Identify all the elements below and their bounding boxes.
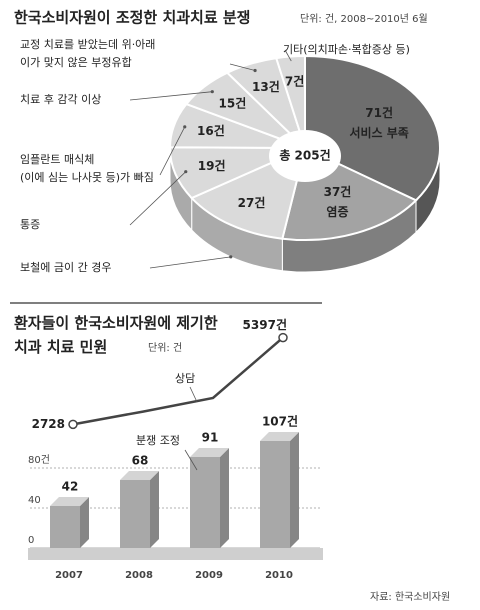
bar-label: 107건 [262,414,298,429]
slice-name: 치료 후 감각 이상 [20,93,101,106]
slice-name: 보철에 금이 간 경우 [20,261,111,274]
x-tick-label: 2010 [265,570,293,581]
slice-value: 13건 [252,79,280,94]
bar-top [120,471,159,480]
y-tick-label: 40 [28,495,41,506]
slice-value: 7건 [285,74,304,89]
x-tick-label: 2007 [55,570,83,581]
slice-value: 19건 [198,158,226,173]
bar [120,480,150,548]
bar-top [190,448,229,457]
bar-side [220,448,229,548]
bar-label: 68 [132,454,149,468]
slice-name: 염증 [326,204,348,219]
leader-line [189,386,198,403]
pie-title: 한국소비자원이 조정한 치과치료 분쟁 [14,9,250,27]
center-label: 총 205건 [279,148,330,163]
floor [28,548,323,560]
bar [190,457,220,548]
center-hole [269,130,341,182]
leader-line [129,171,187,226]
slice-value: 15건 [219,95,247,110]
slice-name: 서비스 부족 [349,125,408,140]
chart-subtitle: 단위: 건 [148,341,182,354]
series-name: 상담 [175,372,195,385]
leader-dot [183,125,187,129]
slice-name: 교정 치료를 받았는데 위·아래 이가 맞지 않은 부정유합 [20,38,155,69]
leader-line [229,63,256,71]
slice-name: 기타(의치파손·복합증상 등) [283,43,410,56]
bar-label: 91 [202,431,219,445]
leader-dot [253,68,257,73]
slice-value: 27건 [238,195,266,210]
leader-dot [210,90,214,94]
line-marker [278,332,288,343]
line-label: 5397건 [243,317,287,332]
bar-side [80,497,89,548]
leader-line [159,126,186,176]
source: 자료: 한국소비자원 [370,591,450,603]
leader-line [149,256,231,269]
series-name: 분쟁 조정 [136,434,180,447]
chart-title: 환자들이 한국소비자원에 제기한 치과 치료 민원 [14,314,218,356]
slice-name: 임플란트 매식체 (이에 심는 나사못 등)가 빠짐 [20,153,154,184]
x-tick-label: 2009 [195,570,223,581]
leader-line [129,91,213,101]
pie-slice [274,54,306,149]
pie-slice [304,54,441,202]
x-tick-label: 2008 [125,570,153,581]
leader-line [184,449,198,471]
bar [260,441,290,548]
pie-subtitle: 단위: 건, 2008~2010년 6월 [300,12,428,25]
bar-top [260,432,299,441]
line-marker [68,419,78,430]
slice-name: 통증 [20,218,40,231]
y-tick-label: 0 [28,535,34,546]
leader-dot [184,170,188,174]
slice-value: 37건 [324,184,352,199]
line-label: 2728 [32,417,65,431]
bar-side [290,432,299,548]
slice-value: 16건 [197,123,225,138]
bar-label: 42 [62,480,79,494]
bar [50,506,80,548]
y-tick-label: 80건 [28,454,50,466]
slice-value: 71건 [365,105,393,120]
leader-line [284,49,292,62]
leader-dot [229,255,233,259]
bar-side [150,471,159,548]
line [72,336,284,426]
bar-top [50,497,89,506]
